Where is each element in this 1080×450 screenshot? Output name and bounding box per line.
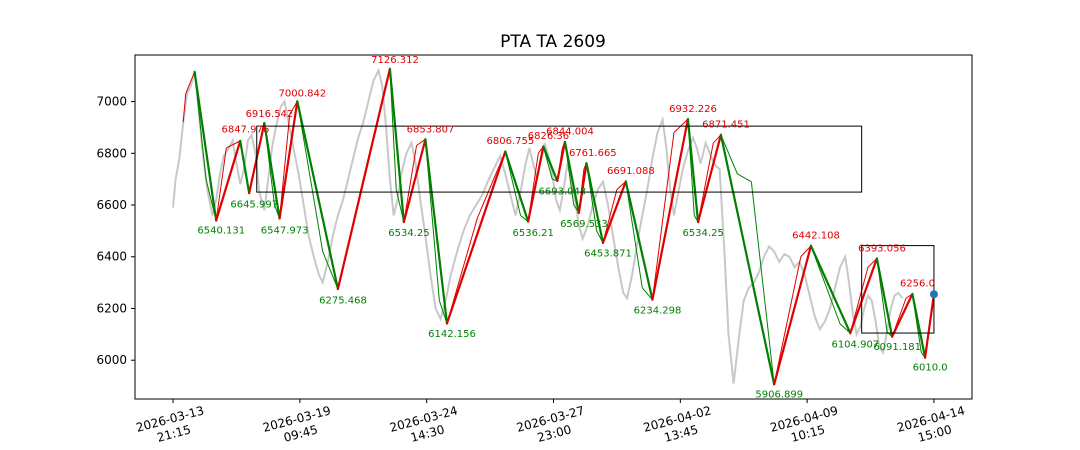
x-tick-label: 2026-04-0213:45 [642, 403, 717, 449]
zigzag-up-segment [278, 100, 299, 220]
smooth-line-segment [800, 245, 812, 258]
zigzag-up-segment [923, 293, 936, 359]
zigzag-up-segment [445, 150, 507, 325]
zigzag-up-segment [773, 244, 813, 386]
zigzag-down-segment [809, 244, 852, 335]
pivot-label: 6761.665 [569, 148, 617, 159]
smooth-line-segment [322, 251, 339, 290]
pivot-label: 6536.21 [513, 228, 554, 239]
pivot-label: 6871.451 [702, 119, 750, 130]
zigzag-up-segment [651, 117, 690, 301]
pivot-label: 6534.25 [388, 228, 429, 239]
pivot-label: 6844.004 [546, 126, 594, 137]
zigzag-down-segment [686, 117, 700, 224]
x-tick-label: 2026-03-2414:30 [388, 403, 463, 449]
chart-title: PTA TA 2609 [500, 32, 606, 52]
x-tick-label: 2026-03-1909:45 [261, 403, 336, 449]
plot-content: 6540.131 6847.976 6645.997 6916.542 6547.973… [172, 55, 948, 401]
consolidation-box [861, 245, 935, 334]
smooth-line-segment [737, 173, 752, 183]
zigzag-down-segment [585, 162, 605, 244]
pivot-label: 6547.973 [261, 225, 309, 236]
pivot-label: 6932.226 [669, 104, 717, 115]
pivot-label: 6691.088 [607, 166, 655, 177]
smooth-line-segment [750, 181, 775, 385]
smooth-line-segment [720, 134, 738, 175]
pivot-label: 6534.25 [682, 228, 723, 239]
y-tick-label: 6000 [96, 353, 127, 367]
zigzag-up-segment [336, 67, 392, 291]
pivot-label: 6853.807 [407, 125, 455, 136]
zigzag-down-segment [911, 292, 927, 359]
zigzag-up-segment [577, 162, 588, 214]
pivot-label: 5906.899 [755, 390, 803, 401]
zigzag-down-segment [719, 133, 776, 386]
zigzag-up-segment [849, 257, 878, 335]
smooth-line-segment [651, 132, 675, 300]
consolidation-box [256, 125, 863, 193]
pivot-label: 6693.043 [539, 187, 587, 198]
x-tick-label: 2026-04-1415:00 [895, 403, 970, 449]
pivot-label: 7126.312 [371, 55, 419, 66]
pivot-label: 6142.156 [428, 329, 476, 340]
zigzag-down-segment [424, 138, 449, 325]
pivot-label: 6806.755 [487, 136, 535, 147]
zigzag-up-segment [696, 133, 723, 224]
pivot-label: 6234.298 [634, 306, 682, 317]
zigzag-up-segment [215, 139, 242, 222]
smooth-line-segment [215, 148, 227, 221]
smooth-line-segment [773, 256, 802, 385]
pivot-label: 6540.131 [197, 225, 245, 236]
x-tick-label: 2026-03-1321:15 [135, 403, 210, 449]
smooth-line-segment [185, 71, 196, 94]
pivot-label: 6916.542 [246, 109, 294, 120]
x-axis: 2026-03-1321:15 2026-03-1909:45 2026-03-24… [135, 399, 970, 449]
pivot-label: 6453.871 [584, 249, 632, 260]
pivot-label: 6847.976 [221, 125, 269, 136]
zigzag-down-segment [504, 150, 530, 223]
y-tick-label: 6800 [96, 146, 127, 160]
x-tick-label: 2026-04-0910:15 [769, 403, 844, 449]
zigzag-down-segment [296, 100, 340, 291]
zigzag-down-segment [542, 145, 559, 183]
smooth-line-segment [403, 145, 418, 223]
smooth-line-segment [625, 181, 643, 288]
zigzag-down-segment [263, 122, 281, 220]
last-price-marker [929, 290, 938, 299]
zigzag-up-segment [402, 138, 427, 224]
x-tick-label: 2026-03-2723:00 [515, 403, 590, 449]
smooth-line-segment [226, 140, 241, 149]
zigzag-down-segment [624, 180, 654, 301]
pivot-label: 6091.181 [873, 342, 921, 353]
zigzag-down-segment [388, 67, 405, 224]
y-tick-label: 7000 [96, 95, 127, 109]
smooth-line-segment [416, 138, 426, 146]
zigzag-up-segment [601, 180, 627, 244]
zigzag-down-segment [193, 70, 218, 222]
zigzag-down-segment [563, 140, 580, 214]
pivot-label: 6645.997 [230, 200, 278, 211]
y-tick-label: 6400 [96, 250, 127, 264]
pivot-label: 6393.056 [858, 244, 906, 255]
pivot-label: 6275.468 [319, 295, 367, 306]
zigzag-up-segment [891, 292, 914, 338]
zigzag-up-segment [527, 145, 545, 223]
pivot-label: 7000.842 [279, 88, 327, 99]
y-tick-label: 6600 [96, 198, 127, 212]
zigzag-down-segment [875, 257, 894, 338]
zigzag-down-segment [239, 139, 251, 195]
pivot-label: 6256.0 [900, 278, 935, 289]
pivot-label: 6826.36 [528, 131, 569, 142]
smooth-line-segment [641, 287, 653, 301]
y-tick-label: 6200 [96, 301, 127, 315]
smooth-line-segment [182, 93, 187, 123]
y-axis: 6000 6200 6400 6600 6800 7000 [96, 95, 135, 367]
pivot-label: 6442.108 [792, 231, 840, 242]
pivot-label: 6010.0 [913, 363, 948, 374]
zigzag-up-segment [556, 140, 567, 183]
pivot-label: 6104.907 [831, 339, 879, 350]
pivot-label: 6569.533 [560, 219, 608, 230]
